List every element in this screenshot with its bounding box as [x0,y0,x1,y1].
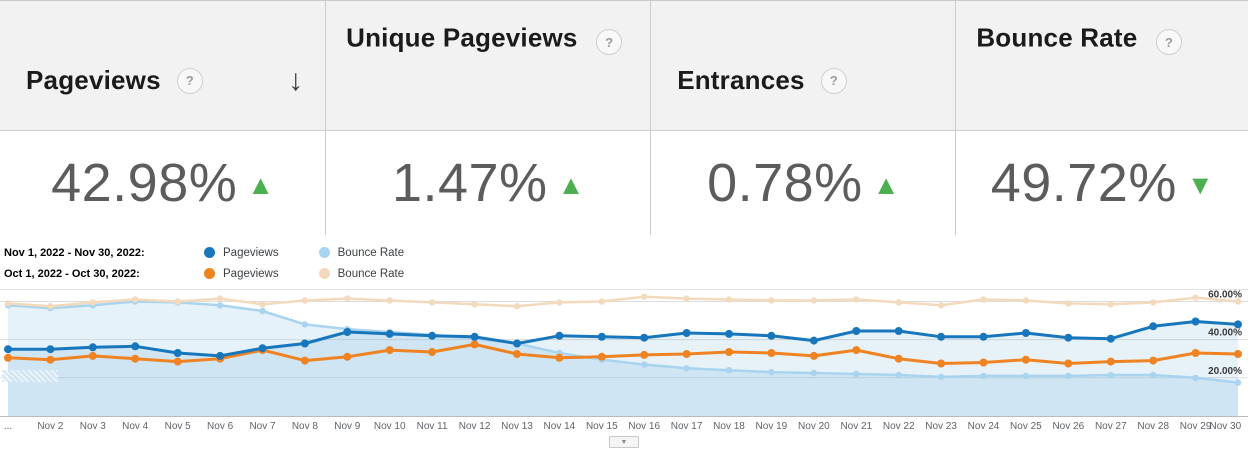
trend-down-icon: ▼ [1186,169,1214,200]
chart-plot-area[interactable]: 20.00% 40.00% 60.00% [0,290,1248,416]
trend-up-icon: ▲ [247,169,274,200]
legend-period-label: Oct 1, 2022 - Oct 30, 2022: [4,267,140,280]
metric-value: 1.47% [391,153,548,213]
x-axis-label: ... [3,421,13,432]
metric-header-entrances[interactable]: Entrances ? [650,1,955,130]
x-axis-label: Nov 13 [501,421,533,432]
selection-highlight [2,370,58,382]
legend-row-comparison-period: Oct 1, 2022 - Oct 30, 2022: Pageviews Bo… [4,263,1248,284]
metric-header-unique-pageviews[interactable]: Unique Pageviews ? [325,1,650,130]
trend-up-icon: ▲ [557,169,585,200]
x-axis-label: Nov 25 [1010,421,1042,432]
metric-value: 0.78% [707,153,863,213]
metric-value-unique-pageviews: 1.47% ▲ [325,131,650,235]
x-axis-labels: ... Nov 2 Nov 3 Nov 4 Nov 5 Nov 6 Nov 7 Nov 8 No… [0,417,1248,435]
x-axis-label: Nov 8 [291,421,318,432]
series-dot-icon [318,268,330,279]
metric-value-entrances: 0.78% ▲ [650,131,955,235]
x-axis-label: Nov 26 [1052,421,1085,432]
x-axis-label: Nov 22 [882,421,915,432]
legend-entry: Bounce Rate [318,267,405,280]
x-axis-label: Nov 5 [164,421,191,432]
series-dot-icon [204,268,215,279]
x-axis-label: Nov 10 [373,421,406,432]
svg-text:60.00%: 60.00% [1208,290,1242,301]
help-icon[interactable]: ? [176,67,203,94]
x-axis-label: Nov 6 [207,421,234,432]
chevron-down-icon: ▼ [620,438,628,446]
metric-value-pageviews: 42.98% ▲ [0,131,325,235]
x-axis-label: Nov 11 [416,421,448,432]
x-axis-label: Nov 2 [37,421,64,432]
metric-value: 42.98% [51,153,238,213]
metric-title[interactable]: Unique Pageviews [346,22,578,53]
x-axis-label: Nov 27 [1094,421,1127,432]
legend-entry-label: Bounce Rate [337,267,405,280]
x-axis-label: Nov 24 [967,421,1000,432]
metric-header-pageviews[interactable]: Pageviews ? ↓ [0,1,325,130]
x-axis-label: Nov 17 [670,421,703,432]
x-axis-label: Nov 23 [925,421,957,432]
metric-header-bounce-rate[interactable]: Bounce Rate ? [955,1,1248,130]
x-axis-label: Nov 15 [585,421,618,432]
x-axis-label: Nov 30 [1209,421,1242,432]
chart-legend: Nov 1, 2022 - Nov 30, 2022: Pageviews Bo… [0,235,1248,284]
legend-entry: Pageviews [204,268,279,280]
metric-title[interactable]: Bounce Rate [976,22,1138,53]
legend-entry: Bounce Rate [318,246,405,259]
metric-value-bounce-rate: 49.72% ▼ [955,131,1248,235]
legend-entry: Pageviews [204,247,279,259]
series-dot-icon [204,247,215,258]
trend-up-icon: ▲ [872,169,900,200]
legend-entry-label: Bounce Rate [337,246,405,259]
metrics-header-row: Pageviews ? ↓ Unique Pageviews ? Entranc… [0,0,1248,131]
comparison-line-chart[interactable]: 20.00% 40.00% 60.00% [0,289,1248,417]
x-axis-label: Nov 14 [543,421,576,432]
chart-scroll-button[interactable]: ▼ [609,436,639,448]
chart-footer: ▼ [0,436,1248,448]
legend-row-current-period: Nov 1, 2022 - Nov 30, 2022: Pageviews Bo… [4,242,1248,263]
legend-entry-label: Pageviews [223,246,279,259]
x-axis-label: Nov 16 [628,421,661,432]
legend-entry-label: Pageviews [223,267,279,280]
sort-descending-icon[interactable]: ↓ [288,63,304,97]
help-icon[interactable]: ? [820,67,847,94]
metric-title[interactable]: Entrances [677,65,805,95]
x-axis-label: Nov 28 [1137,421,1170,432]
svg-text:40.00%: 40.00% [1208,328,1242,339]
x-axis-label: Nov 20 [798,421,830,432]
x-axis-label: Nov 7 [249,421,276,432]
x-axis-label: Nov 3 [79,421,106,432]
metric-title-group: Entrances ? [677,65,847,96]
svg-text:20.00%: 20.00% [1208,366,1242,377]
x-axis-label: Nov 29 [1179,421,1212,432]
x-axis-label: Nov 18 [713,421,745,432]
metrics-value-row: 42.98% ▲ 1.47% ▲ 0.78% ▲ 49.72% ▼ [0,131,1248,235]
x-axis-label: Nov 21 [840,421,873,432]
x-axis-label: Nov 19 [755,421,788,432]
series-dot-icon [318,247,330,258]
legend-period-label: Nov 1, 2022 - Nov 30, 2022: [4,246,145,259]
help-icon[interactable]: ? [1155,29,1182,55]
x-axis-label: Nov 9 [334,421,361,432]
x-axis-label: Nov 4 [122,421,149,432]
metric-title-group: Pageviews ? [26,65,203,96]
metric-value: 49.72% [990,153,1177,213]
help-icon[interactable]: ? [596,29,623,55]
metric-title[interactable]: Pageviews [26,65,161,95]
x-axis-label: Nov 12 [458,421,491,432]
